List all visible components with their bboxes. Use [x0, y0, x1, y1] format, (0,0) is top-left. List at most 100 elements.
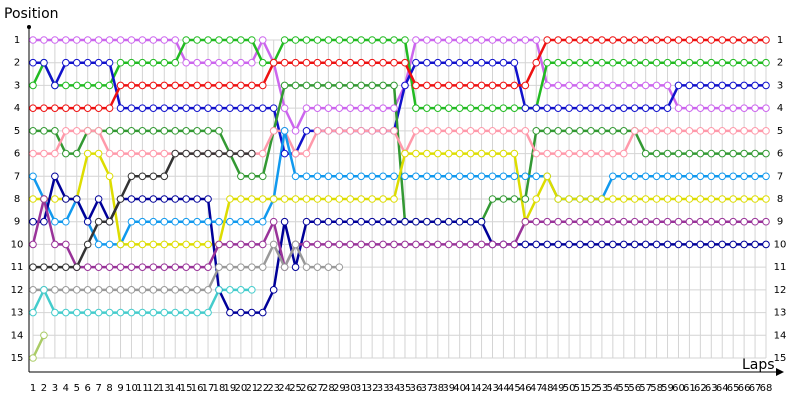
- lap-marker: [94, 104, 103, 112]
- lap-marker: [324, 58, 333, 67]
- lap-marker: [237, 149, 245, 158]
- lap-marker: [29, 240, 37, 249]
- lap-marker: [226, 195, 234, 203]
- lap-marker: [127, 172, 136, 181]
- lap-marker: [51, 104, 59, 112]
- lap-marker: [499, 195, 508, 203]
- lap-marker: [160, 172, 169, 181]
- lap-marker: [193, 104, 201, 112]
- lap-marker: [685, 195, 694, 203]
- lap-marker: [729, 149, 737, 158]
- lap-marker: [718, 172, 727, 181]
- y-axis-end: [27, 25, 31, 29]
- lap-marker: [685, 240, 694, 249]
- lap-marker: [72, 263, 81, 271]
- lap-marker: [412, 127, 420, 135]
- lap-marker: [390, 217, 398, 226]
- lap-marker: [357, 58, 366, 67]
- lap-marker: [313, 36, 322, 44]
- lap-marker: [171, 36, 180, 44]
- lap-marker: [51, 36, 59, 44]
- x-tick-label: 22: [256, 383, 269, 394]
- lap-marker: [171, 217, 180, 226]
- lap-marker: [565, 149, 573, 158]
- y-tick-label: 6: [14, 149, 20, 160]
- lap-marker: [652, 104, 661, 112]
- lap-marker: [499, 172, 508, 181]
- lap-marker: [652, 172, 661, 181]
- lap-marker: [160, 58, 169, 67]
- lap-marker: [532, 217, 541, 226]
- lap-marker: [543, 217, 551, 226]
- lap-marker: [499, 149, 508, 158]
- lap-marker: [412, 172, 420, 181]
- x-tick-label: 29: [333, 383, 346, 394]
- y-tick-label: 15: [11, 353, 24, 364]
- x-tick-label: 35: [399, 383, 412, 394]
- lap-marker: [762, 240, 770, 249]
- lap-marker: [390, 36, 398, 44]
- lap-marker: [598, 195, 606, 203]
- lap-marker: [663, 217, 672, 226]
- lap-marker: [718, 195, 727, 203]
- lap-marker: [729, 104, 737, 112]
- lap-marker: [313, 195, 322, 203]
- lap-marker: [193, 127, 201, 135]
- lap-marker: [116, 149, 125, 158]
- x-tick-label: 63: [705, 383, 718, 394]
- lap-marker: [269, 286, 278, 294]
- lap-marker: [138, 217, 147, 226]
- lap-marker: [83, 104, 92, 112]
- lap-marker: [313, 217, 322, 226]
- lap-marker: [674, 127, 683, 135]
- lap-marker: [215, 149, 223, 158]
- lap-marker: [269, 195, 278, 203]
- lap-marker: [105, 217, 114, 226]
- lap-marker: [630, 36, 639, 44]
- lap-marker: [291, 149, 300, 158]
- y-tick-label: 7: [14, 171, 20, 182]
- lap-marker: [521, 217, 530, 226]
- lap-marker: [444, 81, 453, 90]
- lap-marker: [598, 217, 606, 226]
- lap-marker: [554, 195, 562, 203]
- lap-marker: [521, 104, 530, 112]
- lap-marker: [379, 172, 387, 181]
- lap-marker: [313, 240, 322, 249]
- x-tick-label: 26: [300, 383, 313, 394]
- lap-marker: [280, 127, 289, 135]
- lap-marker: [696, 217, 705, 226]
- lap-marker: [696, 81, 705, 90]
- lap-marker: [565, 240, 573, 249]
- lap-marker: [619, 149, 628, 158]
- y-tick-label-right: 3: [777, 80, 783, 91]
- lap-marker: [390, 172, 398, 181]
- y-tick-label-right: 2: [777, 58, 783, 69]
- lap-marker: [269, 58, 278, 67]
- lap-marker: [718, 36, 727, 44]
- lap-marker: [204, 104, 212, 112]
- lap-marker: [379, 240, 387, 249]
- lap-marker: [433, 36, 442, 44]
- lap-marker: [324, 195, 333, 203]
- lap-marker: [565, 217, 573, 226]
- lap-marker: [707, 104, 716, 112]
- lap-marker: [368, 81, 376, 90]
- lap-marker: [226, 149, 234, 158]
- lap-marker: [630, 195, 639, 203]
- lap-marker: [51, 149, 59, 158]
- lap-marker: [127, 149, 136, 158]
- lap-marker: [291, 172, 300, 181]
- lap-marker: [379, 217, 387, 226]
- lap-marker: [193, 286, 201, 294]
- lap-marker: [94, 286, 103, 294]
- lap-marker: [619, 195, 628, 203]
- lap-marker: [466, 36, 475, 44]
- lap-marker: [346, 240, 355, 249]
- lap-marker: [248, 217, 256, 226]
- lap-marker: [729, 36, 737, 44]
- lap-marker: [390, 81, 398, 90]
- lap-marker: [127, 195, 136, 203]
- lap-marker: [521, 36, 530, 44]
- lap-marker: [215, 81, 223, 90]
